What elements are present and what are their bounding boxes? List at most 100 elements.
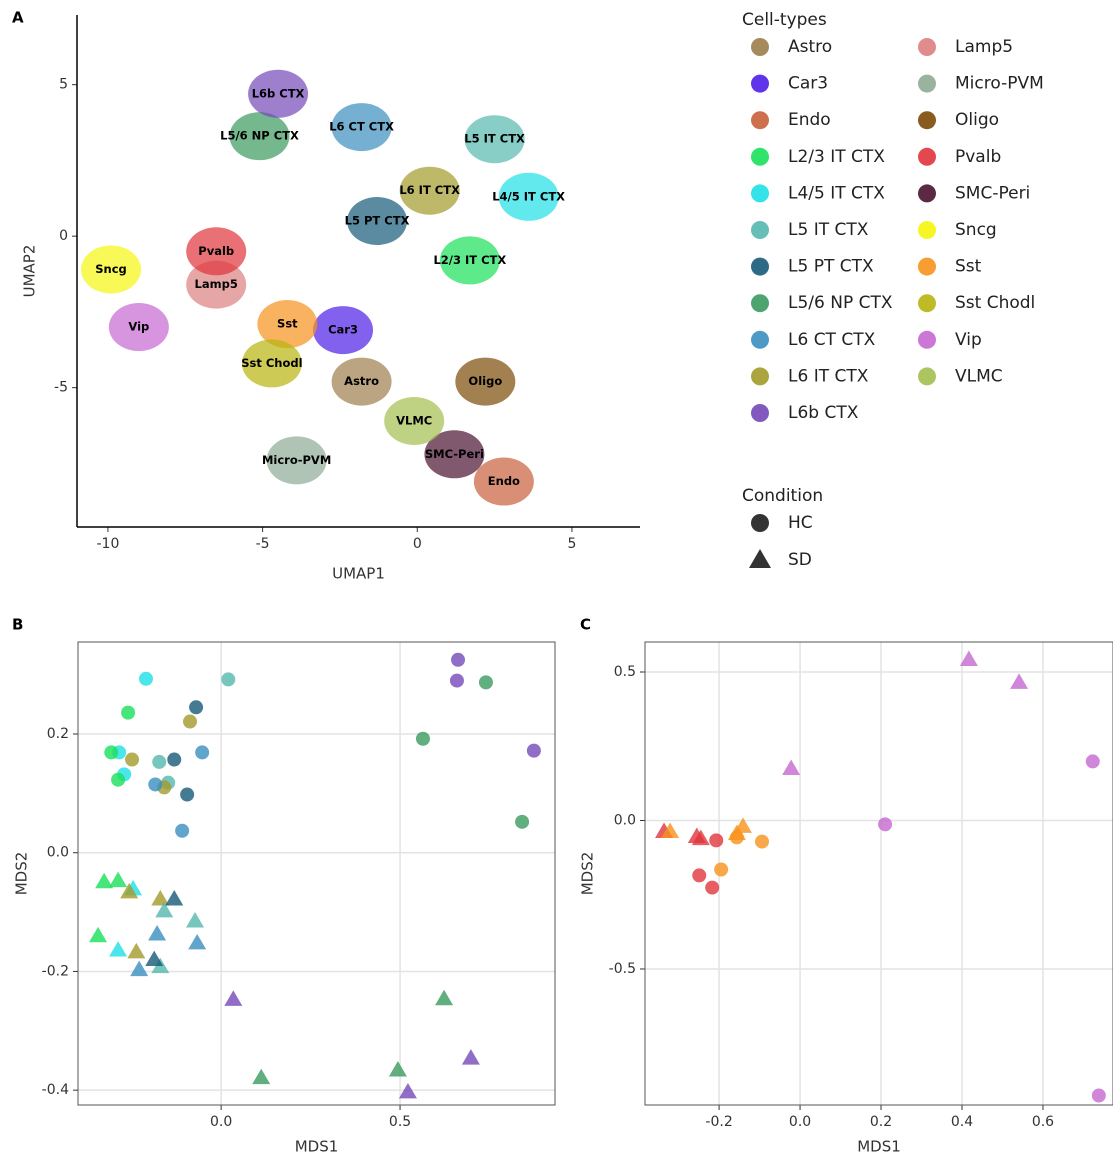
triangle-point [127,942,146,959]
cluster-label: Micro-PVM [262,453,331,467]
triangle-point [95,872,114,889]
legend-label: L6 IT CTX [788,366,869,386]
plot-area [78,642,555,1105]
legend-swatch [918,294,936,313]
circle-point [478,675,493,690]
circle-point [709,833,724,848]
cluster-cloud [347,197,408,246]
legend-label: Lamp5 [955,37,1013,57]
triangle-point [252,1068,271,1085]
legend-swatch [751,294,769,313]
legend-title: Cell-types [742,10,827,30]
legend-swatch [751,184,769,203]
y-tick-label: 5 [59,77,68,93]
triangle-point [1010,673,1029,689]
cluster-cloud [186,227,247,276]
triangle-point [186,911,205,928]
x-tick-label: 0.5 [389,1114,411,1130]
cluster-cloud [229,112,290,161]
legend-swatch [918,111,936,130]
circle-point [449,673,464,688]
cluster-cloud [424,430,485,479]
legend-title: Condition [742,486,823,506]
panel-label: B [12,616,23,634]
circle-point [180,787,195,802]
cluster-label: Car3 [328,323,358,337]
y-tick-label: 0.5 [614,664,636,680]
triangle-point [224,990,243,1006]
cluster-cloud [473,457,534,506]
triangle-point [155,901,174,918]
legend-label: HC [788,513,813,533]
cluster-cloud [498,172,559,221]
plot-area: Astro Car3 Endo L2/3 IT CTX L4/5 IT CTX L5 IT… [81,69,565,506]
y-tick-label: 0.0 [614,812,636,828]
y-tick-label: -0.4 [42,1082,69,1098]
cluster-label: Endo [488,474,520,488]
legend-swatch [918,147,936,166]
legend-label: Sncg [955,220,997,240]
legend-label: L6b CTX [788,403,859,423]
legend-swatch [751,221,769,239]
circle-point [221,672,236,687]
circle-point [1085,754,1100,769]
cluster-label: L2/3 IT CTX [433,253,506,267]
triangle-point [109,871,128,888]
panel-border [77,641,556,1106]
circle-point [175,823,190,838]
x-tick-label: -10 [96,536,119,552]
cluster-label: L6 IT CTX [399,183,460,197]
cluster-label: Lamp5 [195,277,238,291]
y-axis-title: MDS2 [579,852,597,896]
circle-point [526,743,541,758]
cluster-cloud [331,357,392,406]
legend-swatch [918,257,936,276]
cluster-label: Pvalb [198,244,234,258]
x-axis-title: MDS1 [857,1138,901,1156]
legend-swatch [918,38,936,56]
y-axis-title: MDS2 [13,852,31,896]
x-axis-title: UMAP1 [332,565,385,583]
legend-label: L5/6 NP CTX [788,293,893,313]
y-tick-label: 0.2 [47,726,69,742]
x-tick-label: 5 [567,536,576,552]
cluster-label: L6 CT CTX [329,120,394,134]
triangle-point [733,817,752,833]
legend-label: Astro [788,37,832,57]
triangle-point [691,829,710,846]
legend-label: Micro-PVM [955,74,1044,94]
legend-swatch [918,184,936,203]
legend-label: Pvalb [955,147,1001,167]
legend-shape [749,549,771,568]
y-axis-title: UMAP2 [21,245,39,298]
circle-point [125,752,140,767]
cluster-cloud [384,396,445,445]
x-tick-label: 0.0 [789,1114,811,1130]
triangle-point [130,960,149,977]
y-tick-label: -0.2 [42,963,69,979]
cluster-label: Astro [344,374,379,388]
x-tick-label: 0.2 [870,1114,892,1130]
legend-label: SD [788,550,812,570]
cluster-cloud [331,103,392,152]
cluster-cloud [241,339,302,388]
cluster-label: L4/5 IT CTX [492,189,565,203]
cluster-label: VLMC [396,413,432,427]
legend-swatch [751,38,769,56]
cluster-cloud [248,69,309,118]
triangle-point [120,882,139,899]
legend-label: L5 PT CTX [788,257,874,277]
x-tick-label: 0.0 [210,1114,232,1130]
panel-label: A [12,9,24,27]
legend-swatch [918,74,936,93]
cluster-label: L5 PT CTX [345,214,410,228]
triangle-point [109,941,128,957]
cluster-label: L6b CTX [252,86,305,100]
legend-swatch [751,74,769,93]
circle-point [183,714,198,729]
legend-label: L6 CT CTX [788,330,876,350]
cluster-label: L5 IT CTX [464,132,525,146]
circle-point [148,777,163,792]
circle-point [152,754,167,769]
